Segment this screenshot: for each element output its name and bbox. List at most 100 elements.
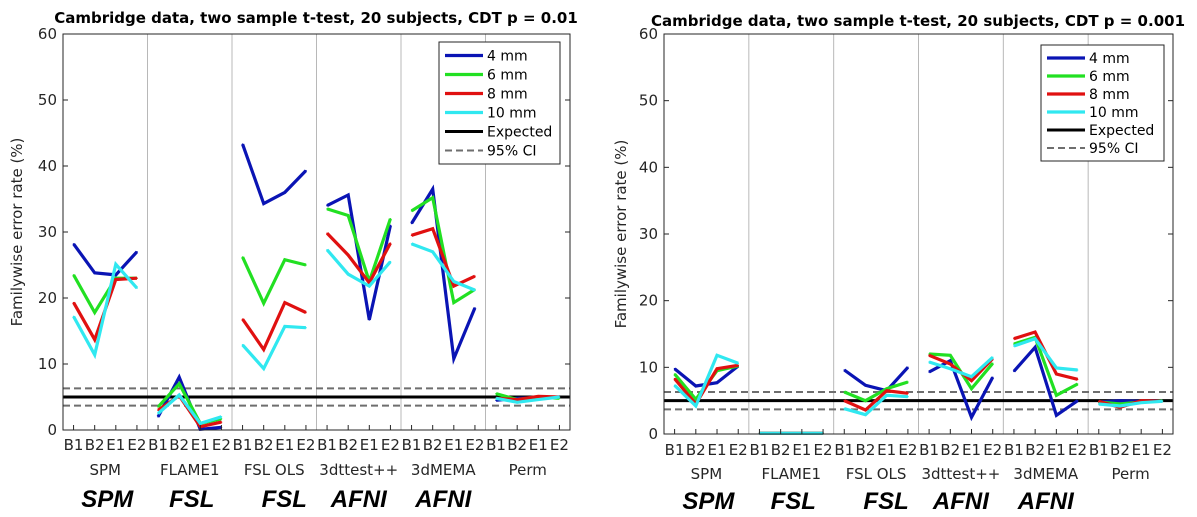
series-line	[673, 353, 739, 409]
data-point	[136, 287, 138, 289]
x-tick-label: B2	[686, 441, 706, 459]
series-line	[326, 207, 392, 287]
data-point	[262, 348, 265, 351]
group-label: SPM	[691, 465, 723, 483]
data-point	[305, 311, 307, 314]
x-tick-label: E1	[962, 441, 981, 459]
legend-label: Expected	[487, 125, 552, 141]
group-label: 3dttest++	[319, 461, 398, 479]
x-tick-label: B2	[940, 441, 960, 459]
data-point	[326, 204, 328, 207]
series-line	[325, 232, 392, 286]
series-line	[928, 356, 994, 379]
data-point	[970, 416, 973, 419]
legend-label: 8 mm	[487, 87, 528, 103]
group-label: 3dMEMA	[411, 461, 476, 479]
data-point	[885, 394, 888, 397]
legend-label: 4 mm	[1089, 51, 1130, 67]
x-tick-label: E1	[877, 441, 896, 459]
data-point	[262, 302, 265, 305]
data-point	[178, 376, 180, 379]
data-point	[558, 396, 561, 398]
x-tick-label: E1	[191, 436, 210, 454]
series-10-mm	[673, 336, 1164, 435]
data-point	[991, 376, 994, 379]
data-point	[1161, 400, 1164, 403]
data-point	[907, 392, 909, 395]
data-point	[284, 258, 286, 261]
x-tick-label: E1	[529, 436, 548, 454]
data-point	[157, 412, 159, 415]
data-point	[716, 381, 718, 384]
data-point	[537, 395, 540, 398]
y-tick-label: 30	[38, 223, 57, 241]
x-tick-label: B2	[85, 436, 105, 454]
legend-box	[1040, 44, 1165, 162]
data-point	[93, 272, 96, 274]
x-tick-label: B1	[148, 436, 168, 454]
x-tick-label: B1	[665, 441, 685, 459]
series-line	[843, 380, 909, 403]
x-tick-label: E2	[550, 436, 569, 454]
data-point	[928, 354, 930, 357]
data-point	[410, 210, 413, 212]
data-point	[843, 407, 846, 410]
data-point	[843, 369, 846, 371]
data-point	[1055, 373, 1058, 375]
y-tick-label: 20	[38, 289, 57, 307]
data-point	[262, 202, 265, 205]
data-point	[199, 422, 202, 425]
data-point	[1119, 405, 1121, 407]
data-point	[347, 273, 349, 276]
package-label: AFNI	[414, 486, 472, 513]
legend-label: 6 mm	[487, 68, 528, 84]
x-tick-label: E1	[708, 441, 727, 459]
legend-label: 4 mm	[487, 49, 528, 65]
legend-label: 10 mm	[1089, 105, 1139, 121]
data-point	[737, 362, 740, 365]
data-point	[1013, 337, 1015, 340]
data-point	[284, 191, 286, 194]
x-tick-label: E1	[792, 441, 811, 459]
x-tick-label: B2	[771, 441, 791, 459]
data-point	[949, 367, 952, 370]
data-point	[431, 188, 434, 190]
data-point	[93, 311, 96, 314]
data-point	[970, 379, 973, 382]
package-label: SPM	[682, 488, 735, 515]
x-tick-label: E1	[275, 436, 294, 454]
y-tick-label: 40	[639, 158, 658, 176]
data-point	[410, 243, 413, 245]
x-tick-label: B2	[507, 436, 527, 454]
series-line	[1013, 336, 1078, 372]
x-tick-label: B1	[834, 441, 854, 459]
x-tick-label: B1	[64, 436, 84, 454]
x-tick-label: E2	[127, 436, 146, 454]
series-line	[411, 242, 476, 292]
data-point	[1055, 394, 1058, 397]
y-tick-label: 10	[38, 355, 57, 373]
series-line	[1012, 344, 1079, 418]
data-point	[157, 406, 159, 408]
legend-label: 6 mm	[1089, 69, 1130, 85]
data-point	[1034, 331, 1036, 333]
data-point	[673, 377, 676, 380]
data-point	[928, 361, 930, 363]
x-tick-label: E2	[729, 441, 748, 459]
data-point	[157, 409, 159, 412]
group-label: FSL OLS	[846, 465, 907, 483]
data-point	[1055, 414, 1058, 417]
package-label: AFNI	[932, 488, 990, 515]
data-point	[305, 326, 307, 329]
data-point	[241, 143, 244, 146]
data-point	[1140, 399, 1142, 402]
x-tick-label: B1	[486, 436, 506, 454]
group-label: FSL OLS	[244, 461, 305, 479]
data-point	[1013, 370, 1015, 373]
data-point	[326, 232, 328, 235]
data-point	[1119, 399, 1121, 402]
data-point	[907, 395, 909, 398]
data-point	[537, 398, 540, 401]
data-point	[1013, 345, 1015, 347]
